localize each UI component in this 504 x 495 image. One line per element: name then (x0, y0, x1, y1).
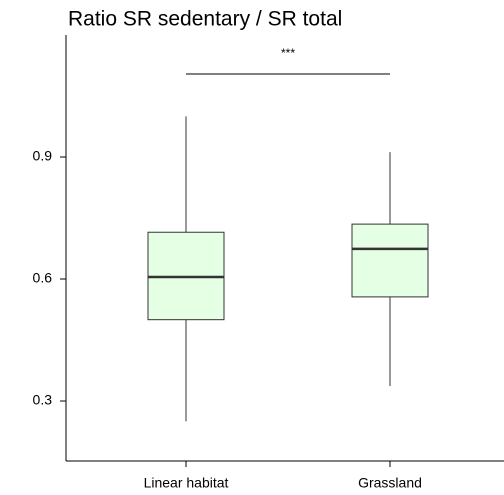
y-tick-label: 0.3 (33, 392, 53, 408)
significance-label: *** (281, 46, 295, 60)
box (351, 223, 429, 298)
chart-title: Ratio SR sedentary / SR total (68, 8, 342, 31)
x-tick-label: Linear habitat (144, 475, 229, 491)
y-tick-label: 0.9 (33, 148, 53, 164)
y-tick-label: 0.6 (33, 270, 53, 286)
x-tick-label: Grassland (358, 475, 422, 491)
